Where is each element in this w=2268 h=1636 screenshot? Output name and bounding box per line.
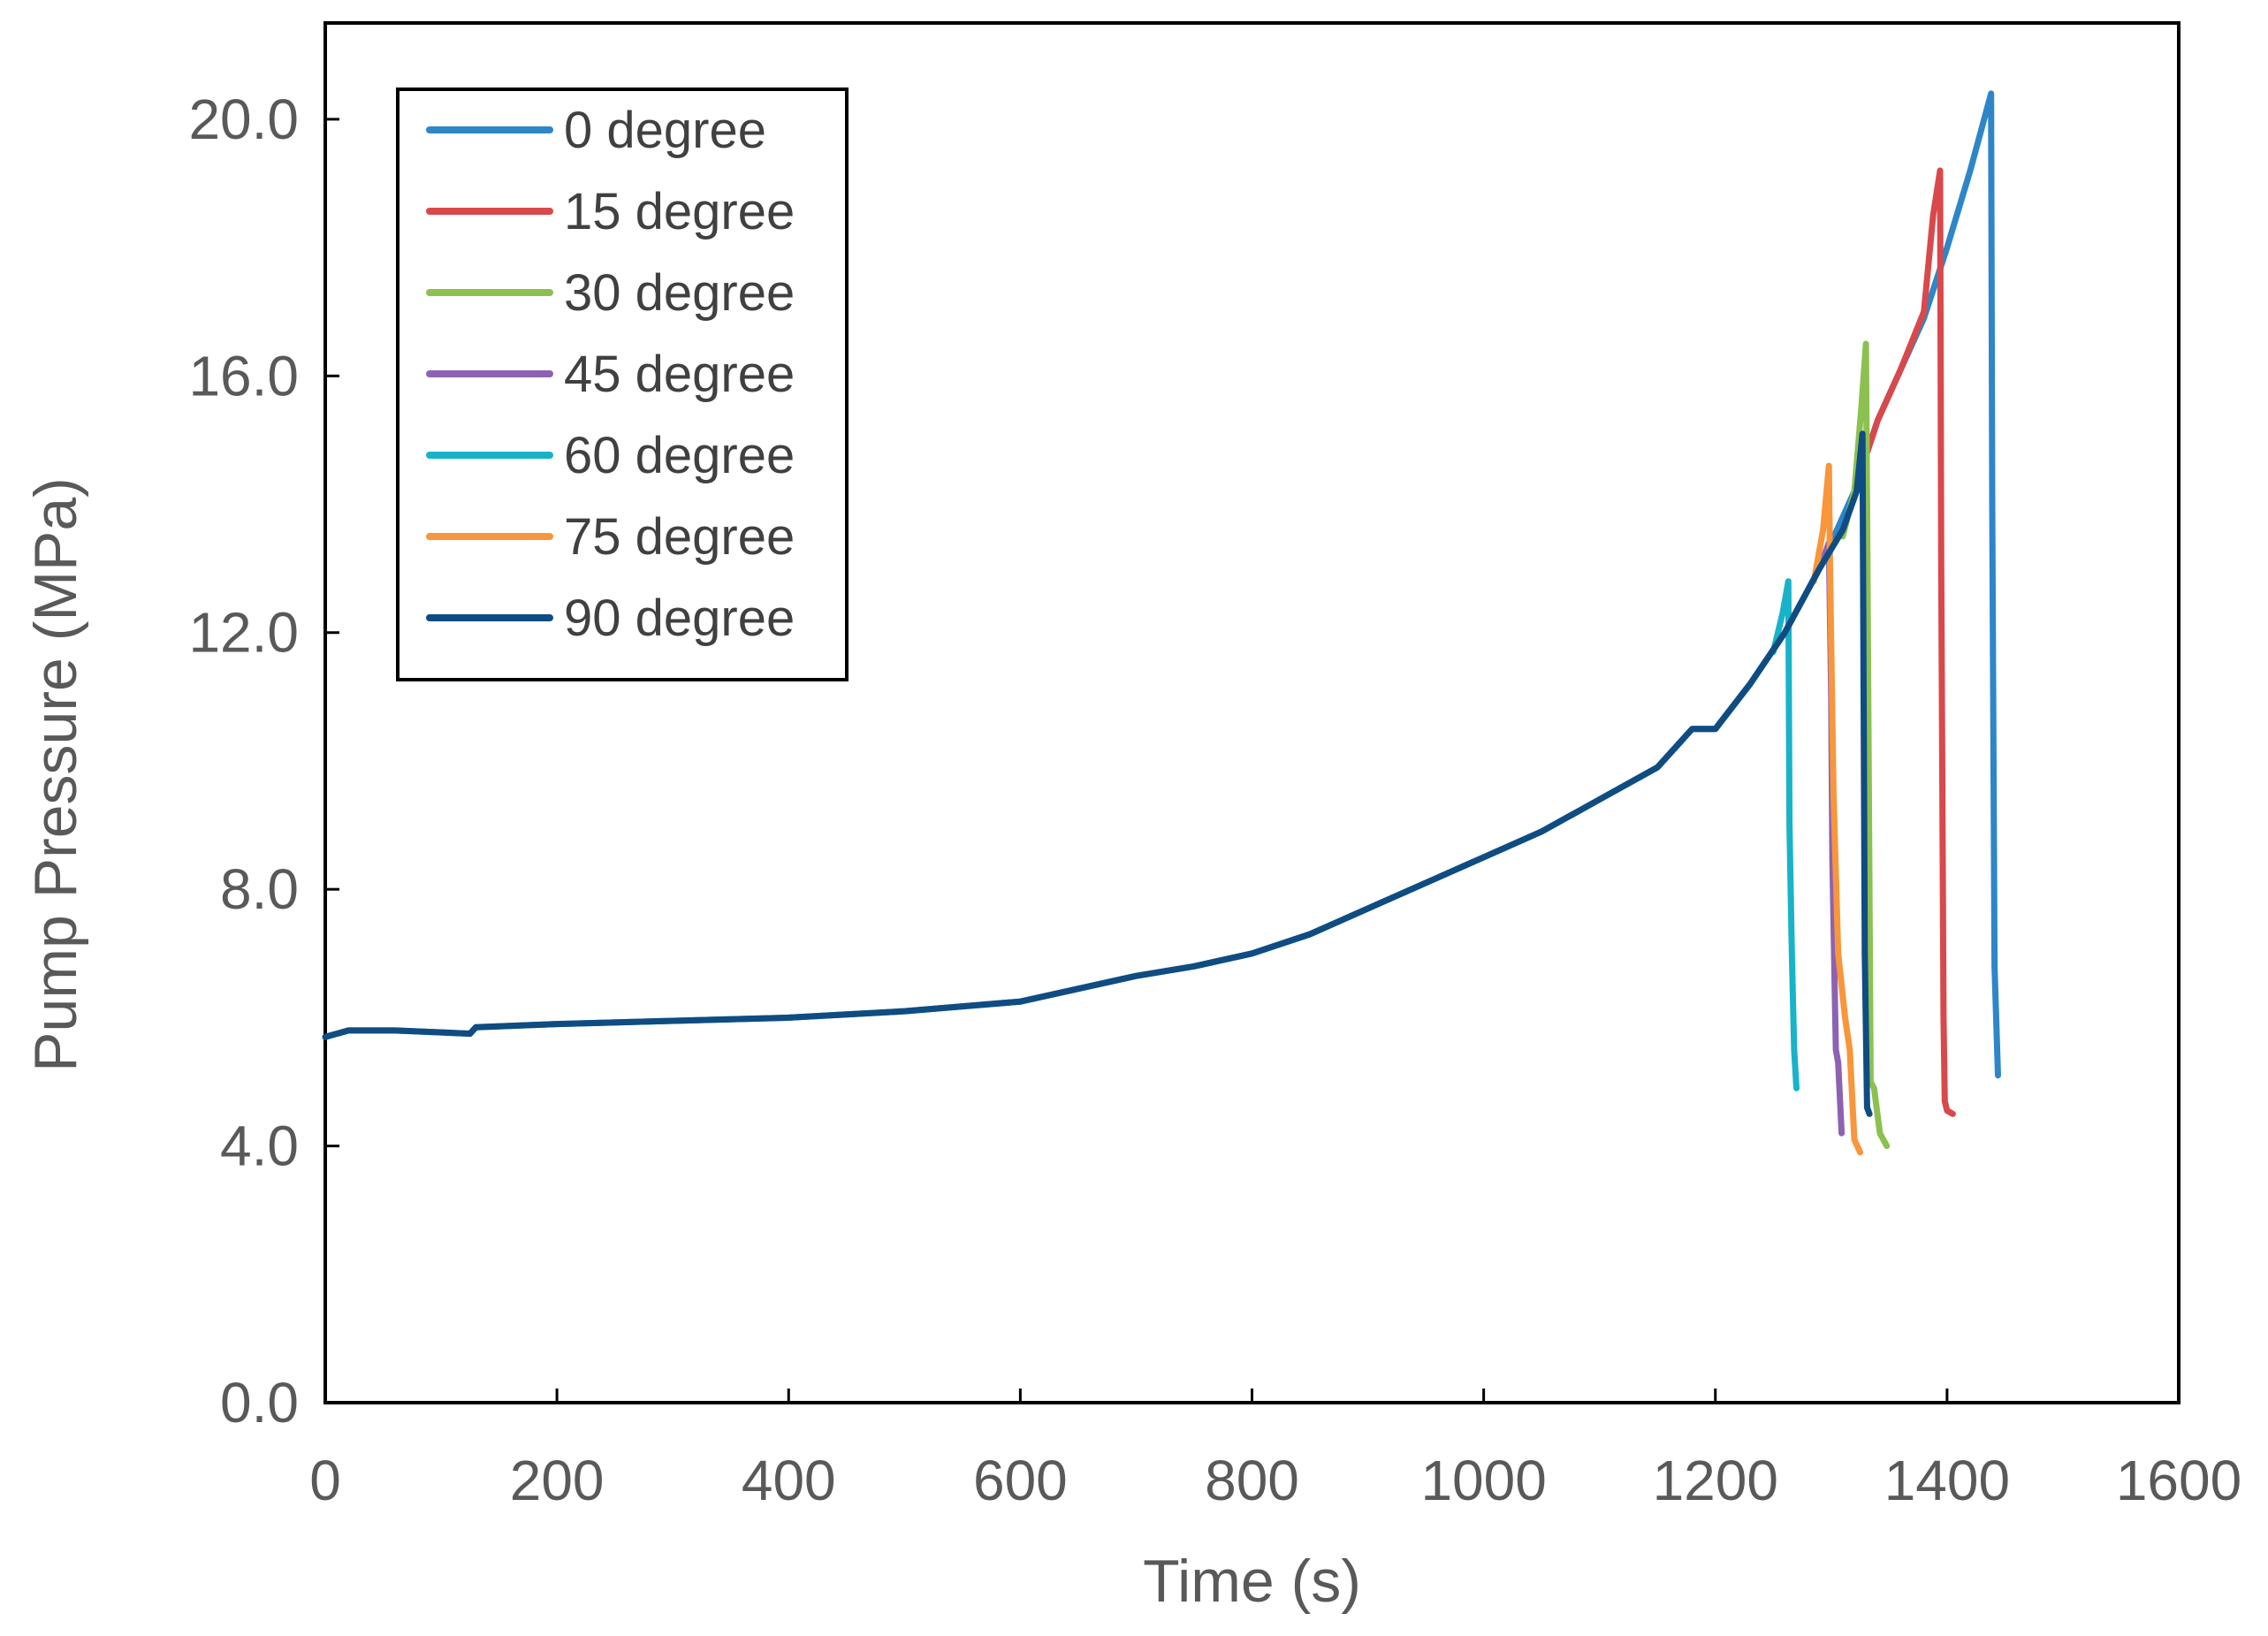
- x-tick-label: 1600: [2116, 1449, 2241, 1512]
- y-axis-title: Pump Pressure (MPa): [22, 477, 89, 1072]
- legend-label: 45 degree: [564, 346, 795, 403]
- legend-label: 90 degree: [564, 590, 795, 647]
- x-tick-label: 400: [742, 1449, 836, 1512]
- x-tick-label: 1400: [1884, 1449, 2010, 1512]
- legend-label: 0 degree: [564, 102, 766, 159]
- legend-label: 30 degree: [564, 264, 795, 322]
- series-layer: [322, 90, 2001, 1156]
- y-tick-label: 8.0: [220, 857, 299, 921]
- legend-box: [396, 88, 849, 681]
- x-axis-title: Time (s): [1143, 1548, 1361, 1615]
- axis-ticks: 0 200 400 600 800 1000 1200 1400 1600 0.0 4.0 8.0 12…: [188, 88, 2241, 1512]
- y-tick-label: 16.0: [188, 344, 299, 407]
- y-tick-label: 12.0: [188, 601, 299, 665]
- legend-label: 15 degree: [564, 183, 795, 240]
- x-tick-label: 600: [973, 1449, 1068, 1512]
- x-tick-label: 1000: [1420, 1449, 1546, 1512]
- legend: 0 degree 15 degree 30 degree 45 degree 60 de…: [396, 88, 849, 681]
- y-tick-label: 0.0: [220, 1371, 299, 1434]
- series-line-90-degree: [322, 430, 1873, 1117]
- series-line-75-degree: [1810, 462, 1864, 1156]
- y-tick-label: 20.0: [188, 88, 299, 151]
- legend-label: 60 degree: [564, 427, 795, 484]
- series-line-15-degree: [1851, 167, 1956, 1117]
- x-tick-label: 1200: [1653, 1449, 1778, 1512]
- x-tick-label: 800: [1205, 1449, 1299, 1512]
- series-line-60-degree: [1769, 578, 1800, 1092]
- y-tick-label: 4.0: [220, 1115, 299, 1178]
- x-tick-label: 0: [309, 1449, 341, 1512]
- legend-label: 75 degree: [564, 508, 795, 566]
- x-tick-label: 200: [510, 1449, 605, 1512]
